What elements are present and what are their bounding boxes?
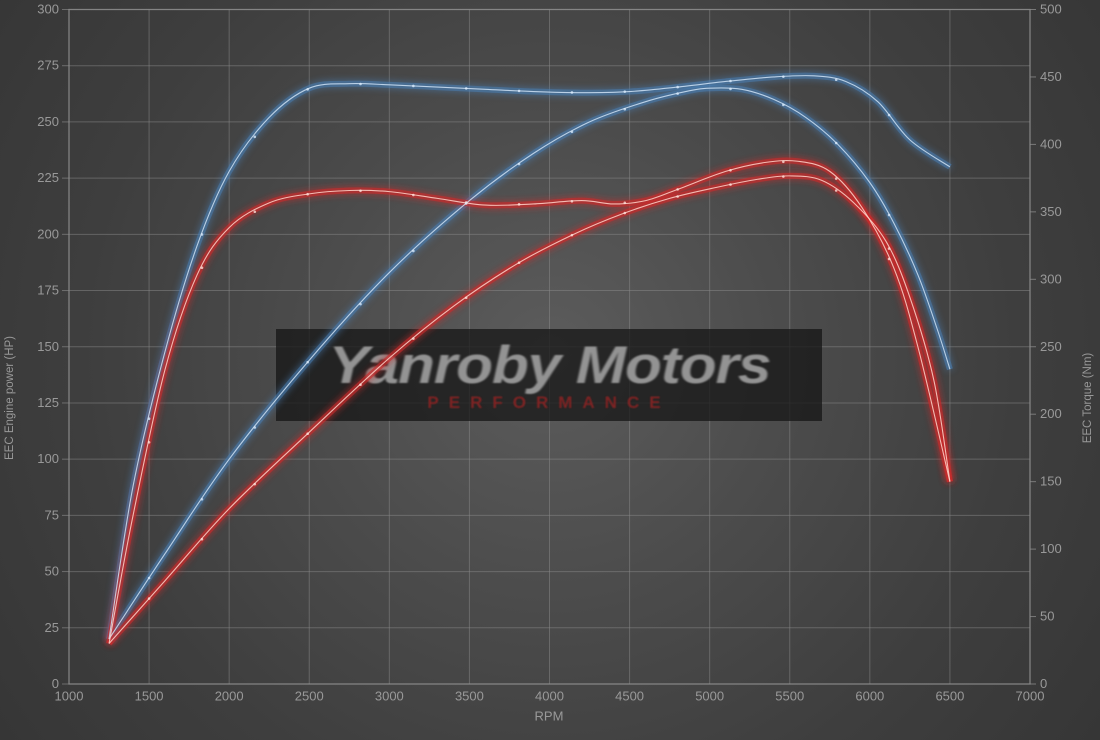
svg-text:75: 75	[45, 507, 59, 522]
svg-text:1000: 1000	[55, 689, 84, 704]
svg-text:200: 200	[37, 226, 59, 241]
svg-text:200: 200	[1040, 406, 1062, 421]
svg-text:225: 225	[37, 170, 59, 185]
svg-text:4500: 4500	[615, 689, 644, 704]
svg-text:2000: 2000	[215, 689, 244, 704]
svg-text:100: 100	[1040, 541, 1062, 556]
svg-text:RPM: RPM	[535, 709, 564, 724]
svg-text:25: 25	[45, 620, 59, 635]
svg-text:300: 300	[37, 2, 59, 17]
svg-text:6500: 6500	[935, 689, 964, 704]
svg-text:50: 50	[45, 564, 59, 579]
svg-text:Yanroby Motors: Yanroby Motors	[329, 336, 771, 395]
svg-text:EEC Engine power (HP): EEC Engine power (HP)	[4, 336, 16, 460]
svg-text:100: 100	[37, 451, 59, 466]
svg-text:5000: 5000	[695, 689, 724, 704]
svg-text:150: 150	[1040, 474, 1062, 489]
svg-text:250: 250	[1040, 339, 1062, 354]
svg-text:250: 250	[37, 114, 59, 129]
svg-text:5500: 5500	[775, 689, 804, 704]
svg-text:3000: 3000	[375, 689, 404, 704]
svg-text:275: 275	[37, 58, 59, 73]
svg-text:400: 400	[1040, 136, 1062, 151]
svg-text:1500: 1500	[135, 689, 164, 704]
svg-text:300: 300	[1040, 271, 1062, 286]
svg-text:PERFORMANCE: PERFORMANCE	[427, 393, 670, 412]
svg-text:7000: 7000	[1016, 689, 1045, 704]
svg-text:3500: 3500	[455, 689, 484, 704]
svg-text:125: 125	[37, 395, 59, 410]
svg-text:350: 350	[1040, 204, 1062, 219]
svg-text:6000: 6000	[855, 689, 884, 704]
svg-text:500: 500	[1040, 2, 1062, 17]
svg-text:150: 150	[37, 339, 59, 354]
svg-text:450: 450	[1040, 69, 1062, 84]
svg-text:2500: 2500	[295, 689, 324, 704]
svg-text:EEC Torque (Nm): EEC Torque (Nm)	[1082, 353, 1094, 444]
svg-text:4000: 4000	[535, 689, 564, 704]
svg-text:50: 50	[1040, 609, 1054, 624]
svg-text:175: 175	[37, 283, 59, 298]
